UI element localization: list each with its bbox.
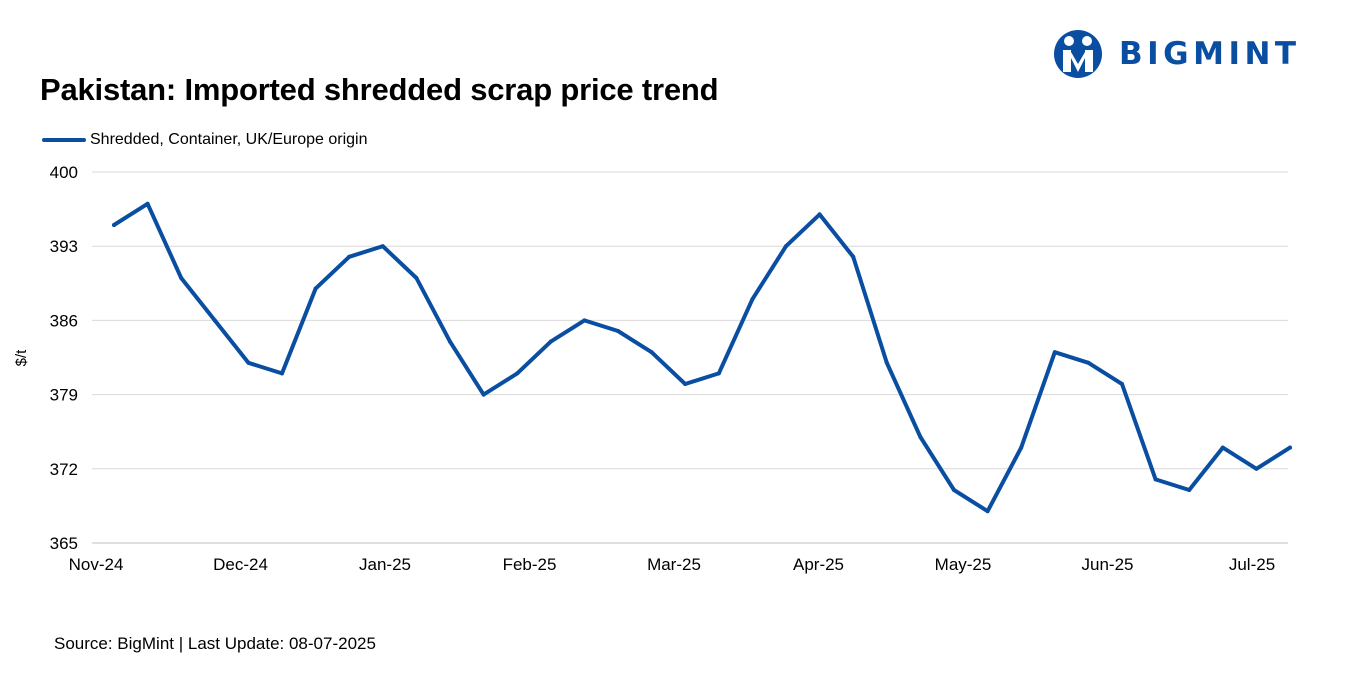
data-point bbox=[1052, 350, 1057, 355]
brand-logo: BIGMINT bbox=[1053, 28, 1301, 80]
data-point bbox=[313, 286, 318, 291]
data-point bbox=[716, 371, 721, 376]
data-point bbox=[616, 329, 620, 333]
y-tick-label: 393 bbox=[50, 237, 78, 256]
data-point bbox=[179, 276, 184, 280]
data-point bbox=[582, 318, 587, 323]
data-point bbox=[985, 509, 990, 514]
brand-name: BIGMINT bbox=[1119, 36, 1301, 72]
data-point bbox=[246, 360, 251, 365]
data-point bbox=[1086, 360, 1091, 365]
data-point bbox=[1187, 488, 1192, 492]
legend-label: Shredded, Container, UK/Europe origin bbox=[90, 131, 368, 148]
data-point bbox=[1019, 445, 1024, 450]
y-tick-label: 400 bbox=[50, 163, 78, 182]
x-tick-label: Dec-24 bbox=[213, 555, 268, 574]
data-point bbox=[112, 223, 116, 227]
x-tick-label: Nov-24 bbox=[69, 555, 124, 574]
data-point bbox=[515, 371, 520, 376]
data-point bbox=[414, 276, 419, 280]
y-tick-label: 365 bbox=[50, 534, 78, 553]
data-point bbox=[1254, 466, 1259, 471]
x-tick-label: Jan-25 bbox=[359, 555, 411, 574]
data-point bbox=[1153, 477, 1158, 482]
data-point bbox=[548, 339, 553, 344]
data-point bbox=[884, 360, 889, 365]
x-tick-label: May-25 bbox=[935, 555, 992, 574]
data-point bbox=[817, 212, 822, 217]
x-tick-label: Feb-25 bbox=[503, 555, 557, 574]
x-tick-label: Mar-25 bbox=[647, 555, 701, 574]
data-point bbox=[1120, 382, 1124, 386]
legend-swatch bbox=[42, 138, 86, 142]
data-point bbox=[952, 488, 956, 492]
data-point bbox=[683, 382, 688, 386]
data-point bbox=[784, 244, 788, 249]
y-tick-label: 379 bbox=[50, 386, 78, 405]
bigmint-logo-icon bbox=[1054, 30, 1102, 78]
data-point bbox=[918, 435, 923, 439]
series-line bbox=[112, 201, 1292, 514]
x-tick-label: Apr-25 bbox=[793, 555, 844, 574]
data-point bbox=[448, 339, 452, 344]
chart-title: Pakistan: Imported shredded scrap price … bbox=[40, 72, 719, 107]
data-point bbox=[1288, 445, 1292, 450]
data-point bbox=[649, 350, 654, 355]
y-tick-label: 386 bbox=[50, 311, 78, 330]
data-point bbox=[481, 392, 486, 397]
data-point bbox=[750, 297, 755, 302]
x-tick-label: Jun-25 bbox=[1082, 555, 1134, 574]
legend: Shredded, Container, UK/Europe origin bbox=[42, 130, 368, 150]
y-tick-label: 372 bbox=[50, 460, 78, 479]
x-tick-label: Jul-25 bbox=[1229, 555, 1275, 574]
data-point bbox=[212, 318, 217, 323]
source-note: Source: BigMint | Last Update: 08-07-202… bbox=[54, 634, 376, 653]
data-point bbox=[1220, 445, 1225, 450]
data-point bbox=[851, 254, 856, 259]
y-axis-label: $/t bbox=[13, 349, 30, 367]
data-point bbox=[280, 371, 284, 376]
data-point bbox=[380, 244, 385, 249]
data-point bbox=[347, 254, 352, 259]
data-point bbox=[145, 201, 150, 206]
